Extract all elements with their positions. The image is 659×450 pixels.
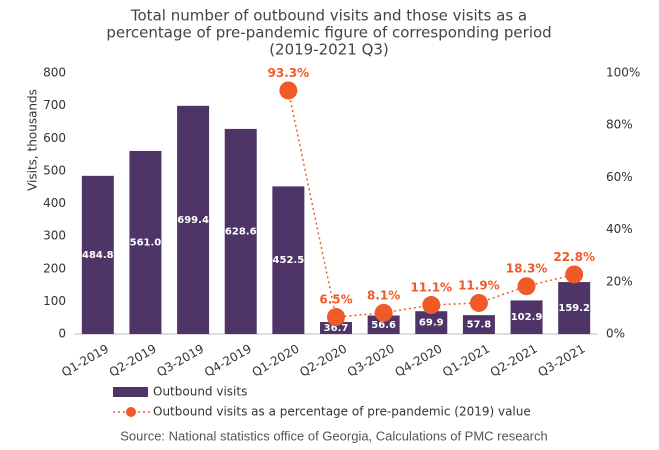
bar bbox=[462, 315, 495, 334]
chart-title: (2019-2021 Q3) bbox=[269, 41, 389, 59]
bar bbox=[224, 128, 257, 334]
x-tick-label: Q1-2019 bbox=[59, 342, 111, 380]
bar bbox=[177, 105, 210, 335]
y2-tick-label: 20% bbox=[606, 274, 633, 288]
bar-label: 484.8 bbox=[82, 250, 114, 261]
x-tick-label: Q2-2020 bbox=[297, 342, 349, 380]
line-label: 11.9% bbox=[458, 278, 500, 292]
bar bbox=[415, 311, 448, 334]
marker bbox=[422, 296, 441, 315]
y-tick-label: 800 bbox=[43, 66, 66, 80]
y2-tick-label: 0% bbox=[606, 327, 625, 341]
x-tick-label: Q4-2019 bbox=[202, 342, 254, 380]
legend-label: Outbound visits bbox=[153, 385, 247, 399]
bar bbox=[558, 282, 591, 334]
y-tick-label: 0 bbox=[58, 327, 66, 341]
y-tick-label: 100 bbox=[43, 294, 66, 308]
line-label: 11.1% bbox=[410, 281, 452, 295]
legend-label: Outbound visits as a percentage of pre-p… bbox=[153, 405, 531, 419]
chart-title: Total number of outbound visits and thos… bbox=[130, 7, 527, 25]
y-tick-label: 400 bbox=[43, 196, 66, 210]
bar-label: 561.0 bbox=[130, 237, 162, 248]
legend-swatch bbox=[126, 407, 136, 417]
line-label: 93.3% bbox=[268, 66, 310, 80]
x-tick-label: Q2-2019 bbox=[107, 342, 159, 380]
bar-label: 102.9 bbox=[511, 312, 543, 323]
x-tick-label: Q2-2021 bbox=[488, 342, 540, 380]
x-tick-label: Q1-2020 bbox=[250, 342, 302, 380]
marker bbox=[279, 81, 298, 100]
bar bbox=[367, 315, 400, 334]
line-label: 22.8% bbox=[553, 250, 595, 264]
bar-label: 699.4 bbox=[177, 215, 209, 226]
source: Source: National statistics office of Ge… bbox=[120, 428, 548, 443]
legend-swatch bbox=[113, 387, 148, 397]
y-tick-label: 200 bbox=[43, 261, 66, 275]
chart-title: percentage of pre-pandemic figure of cor… bbox=[106, 24, 551, 42]
y2-tick-label: 40% bbox=[606, 222, 633, 236]
y-tick-label: 500 bbox=[43, 163, 66, 177]
bar-label: 159.2 bbox=[558, 303, 590, 314]
y-tick-label: 300 bbox=[43, 229, 66, 243]
x-tick-label: Q1-2021 bbox=[440, 342, 492, 380]
x-tick-label: Q3-2020 bbox=[345, 342, 397, 380]
y-tick-label: 600 bbox=[43, 131, 66, 145]
line-label: 6.5% bbox=[319, 293, 352, 307]
bar bbox=[320, 322, 352, 334]
marker bbox=[565, 265, 584, 284]
bar bbox=[510, 300, 543, 334]
x-tick-label: Q3-2019 bbox=[154, 342, 206, 380]
bar-label: 69.9 bbox=[419, 318, 444, 329]
line-label: 8.1% bbox=[367, 288, 400, 302]
line-label: 18.3% bbox=[506, 262, 548, 276]
y-axis-label: Visits, thousands bbox=[26, 89, 40, 191]
bar bbox=[129, 150, 162, 334]
y2-tick-label: 80% bbox=[606, 118, 633, 132]
bar bbox=[81, 175, 114, 334]
y-tick-label: 700 bbox=[43, 98, 66, 112]
marker bbox=[374, 303, 393, 322]
x-tick-label: Q3-2021 bbox=[535, 342, 587, 380]
y2-tick-label: 100% bbox=[606, 66, 640, 80]
bar-label: 628.6 bbox=[225, 226, 257, 237]
bar-label: 57.8 bbox=[467, 320, 492, 331]
marker bbox=[469, 293, 488, 312]
bar bbox=[272, 186, 305, 334]
bar-label: 56.6 bbox=[371, 320, 396, 331]
bar-label: 36.7 bbox=[324, 323, 349, 334]
bar-label: 452.5 bbox=[273, 255, 305, 266]
marker bbox=[517, 277, 536, 296]
marker bbox=[327, 308, 345, 327]
y2-tick-label: 60% bbox=[606, 170, 633, 184]
x-tick-label: Q4-2020 bbox=[393, 342, 445, 380]
